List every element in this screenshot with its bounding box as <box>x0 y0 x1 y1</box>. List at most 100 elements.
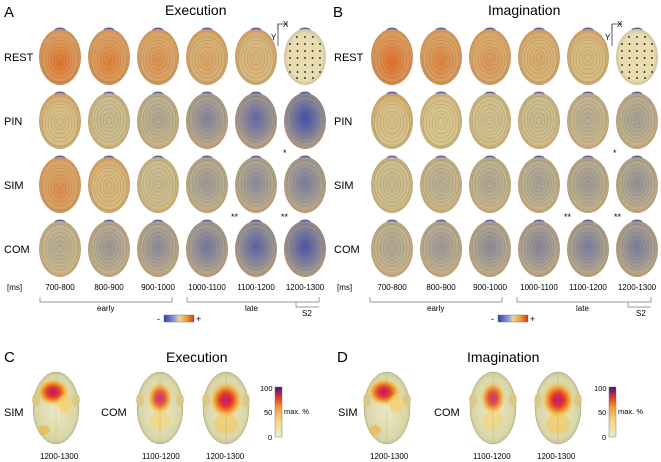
sig-sim-imag: * <box>613 148 617 158</box>
phase-s2-b: S2 <box>636 309 646 318</box>
electrode-dot <box>628 64 631 66</box>
electrode-dot <box>643 71 646 73</box>
row-label-pin-a: PIN <box>4 116 22 128</box>
electrode-dot <box>636 43 638 45</box>
topomap-head <box>284 155 326 213</box>
row-label-sim-b: SIM <box>334 180 354 192</box>
sig-com-exec-1100: ** <box>231 212 239 222</box>
row-label-pin-b: PIN <box>334 116 352 128</box>
topomap-head <box>284 219 326 277</box>
src-time-com-d-2: 1200-1300 <box>537 452 576 461</box>
electrode-dot <box>312 77 314 79</box>
electrode-dot <box>289 43 291 45</box>
time-window-b: 700-800 <box>377 283 407 292</box>
time-window-a: 1200-1300 <box>286 283 325 292</box>
electrode-dot <box>636 36 638 38</box>
electrode-dot <box>319 43 321 45</box>
electrode-dot <box>311 64 314 66</box>
src-label-com-d: COM <box>434 407 460 419</box>
time-window-a: 800-900 <box>94 283 124 292</box>
topomap-head <box>518 27 560 85</box>
panel-b-title: Imagination <box>488 2 560 18</box>
topomap-head <box>235 219 277 277</box>
axis-y-label-a: Y <box>271 33 277 42</box>
electrode-dot <box>304 71 306 73</box>
electrode-dot <box>628 71 631 73</box>
panel-d-letter: D <box>337 349 348 366</box>
electrode-dot <box>304 64 306 66</box>
electrode-dot <box>311 50 314 52</box>
topomap-head <box>616 91 658 149</box>
electrode-dot <box>296 77 298 79</box>
topomap-head <box>39 155 81 213</box>
electrode-dot <box>312 36 314 38</box>
time-unit-b: [ms] <box>337 283 352 292</box>
electrode-dot <box>289 50 291 52</box>
topomap-head <box>616 219 658 277</box>
phase-brackets-a <box>39 297 320 308</box>
source-brain <box>32 371 80 445</box>
topomap-head <box>88 91 130 149</box>
panel-c-title: Execution <box>166 349 227 365</box>
phase-late-a: late <box>245 304 258 313</box>
topomap-head <box>137 219 179 277</box>
cbar-label-d: max. % <box>618 407 643 416</box>
axis-x-label-a: X <box>283 20 289 29</box>
topomap-head <box>567 219 609 277</box>
topomap-head <box>469 155 511 213</box>
topomap-head <box>88 219 130 277</box>
topomap-head <box>235 27 277 85</box>
time-window-b: 1100-1200 <box>569 283 607 292</box>
phase-early-a: early <box>97 304 114 313</box>
electrode-dot <box>651 43 653 45</box>
source-brain <box>202 371 250 445</box>
electrode-dot <box>621 57 623 59</box>
panel-a-title: Execution <box>165 2 226 18</box>
row-label-com-b: COM <box>334 244 360 256</box>
time-window-a: 1000-1100 <box>188 283 226 292</box>
colorbar-percent-c <box>274 386 283 438</box>
time-window-b: 1200-1300 <box>618 283 657 292</box>
source-brain <box>534 371 582 445</box>
src-time-com-c-2: 1200-1300 <box>206 452 245 461</box>
electrode-dot <box>319 71 321 73</box>
panel-a-letter: A <box>4 4 14 21</box>
source-brain <box>363 371 411 445</box>
phase-late-b: late <box>576 304 589 313</box>
axis-glyph-b <box>611 23 622 46</box>
phase-brackets-b <box>369 297 652 308</box>
electrode-dot <box>636 71 638 73</box>
electrode-dot <box>651 57 653 59</box>
time-window-b: 800-900 <box>426 283 456 292</box>
source-maps-execution <box>32 371 250 445</box>
sig-com-imag-1100: ** <box>564 212 572 222</box>
axis-glyph-a <box>277 23 288 46</box>
topomap-head <box>235 155 277 213</box>
topomap-head <box>186 219 228 277</box>
electrode-dot <box>628 77 630 79</box>
topomap-head <box>235 91 277 149</box>
topomap-head <box>284 91 326 149</box>
panel-b-letter: B <box>333 4 343 21</box>
phase-early-b: early <box>427 304 444 313</box>
colorbar-plus-b: + <box>530 314 535 324</box>
topomap-head <box>88 27 130 85</box>
row-label-rest-a: REST <box>4 52 34 64</box>
cbar-min-c: 0 <box>268 433 272 442</box>
topomap-head <box>371 155 413 213</box>
topomap-head <box>371 91 413 149</box>
electrode-dot <box>643 57 646 59</box>
electrode-dot <box>621 50 623 52</box>
topomap-head <box>420 155 462 213</box>
electrode-dot <box>311 43 314 45</box>
electrode-dot <box>628 36 630 38</box>
colorbar-plus-a: + <box>196 314 201 324</box>
topomap-head <box>518 155 560 213</box>
topomap-head <box>137 91 179 149</box>
time-unit-a: [ms] <box>7 283 22 292</box>
electrode-dot <box>289 64 291 66</box>
topomap-head <box>186 155 228 213</box>
electrode-dot <box>636 64 638 66</box>
electrode-dot <box>296 71 299 73</box>
